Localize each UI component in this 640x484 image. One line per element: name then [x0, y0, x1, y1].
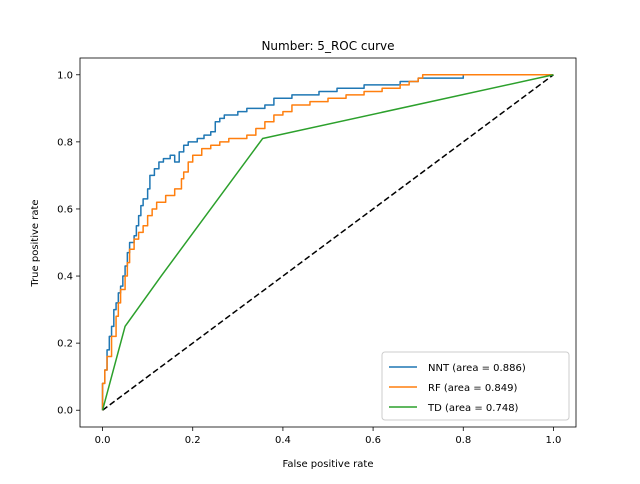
x-axis-label: False positive rate: [283, 459, 374, 470]
y-tick-label: 0.6: [57, 204, 73, 215]
chart-title: Number: 5_ROC curve: [261, 39, 394, 53]
x-tick-label: 0.8: [455, 435, 471, 446]
legend-label-3: TD (area = 0.748): [427, 403, 519, 414]
x-tick-label: 0.2: [185, 435, 201, 446]
y-axis-ticks: 0.0 0.2 0.4 0.6 0.8 1.0: [57, 70, 80, 417]
x-tick-label: 0.0: [95, 435, 111, 446]
y-tick-label: 0.0: [57, 406, 73, 417]
roc-line-series-1: [101, 74, 554, 411]
roc-line-series-2: [101, 74, 554, 411]
x-tick-label: 0.4: [275, 435, 291, 446]
chance-diagonal-line: [102, 74, 554, 411]
x-tick-label: 1.0: [546, 435, 562, 446]
roc-line-series-3: [101, 74, 554, 411]
y-tick-label: 0.4: [57, 272, 73, 283]
plot-frame: [79, 57, 577, 428]
x-tick-label: 0.6: [365, 435, 381, 446]
y-axis-label: True positive rate: [30, 199, 41, 287]
legend-label-1: NNT (area = 0.886): [428, 363, 526, 374]
y-tick-label: 0.2: [57, 339, 73, 350]
legend-label-2: RF (area = 0.849): [428, 383, 517, 394]
y-tick-label: 0.8: [57, 137, 73, 148]
legend: NNT (area = 0.886) RF (area = 0.849) TD (a…: [381, 351, 570, 421]
x-axis-ticks: 0.0 0.2 0.4 0.6 0.8 1.0: [95, 427, 562, 446]
legend-box: [381, 351, 570, 421]
plot-lines: [101, 74, 554, 411]
y-tick-label: 1.0: [57, 70, 73, 81]
